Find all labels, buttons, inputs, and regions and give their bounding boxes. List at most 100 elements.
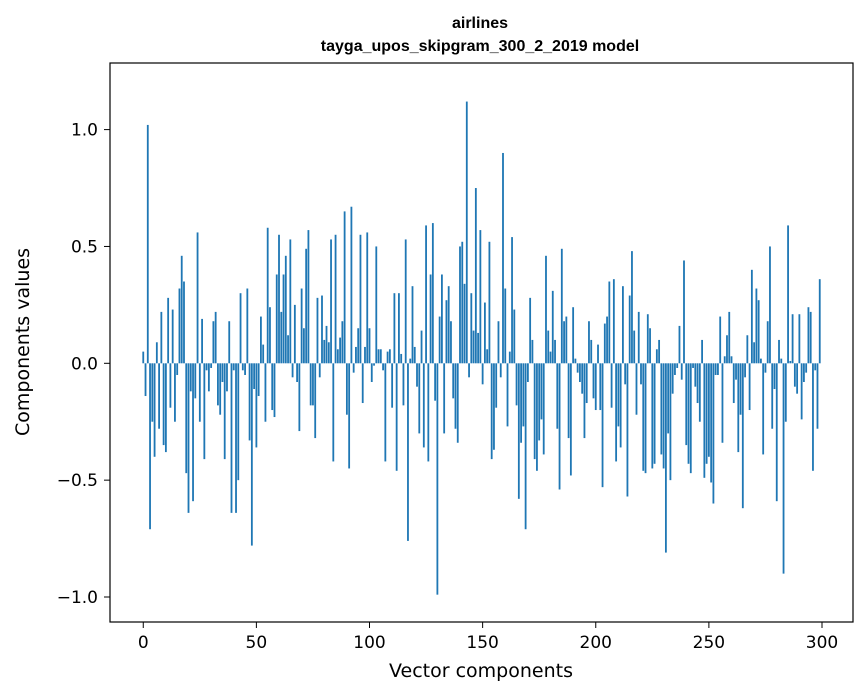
bar: [370, 363, 373, 382]
bar: [427, 363, 430, 462]
bar: [244, 363, 246, 375]
x-tick-label: 0: [138, 633, 149, 653]
bar: [502, 152, 504, 364]
bar: [169, 363, 172, 408]
bar: [483, 302, 486, 364]
bar: [336, 349, 339, 364]
bar: [305, 248, 308, 364]
bar: [345, 363, 348, 415]
bar: [590, 339, 593, 364]
bar: [255, 363, 258, 448]
bar: [529, 297, 532, 364]
bar: [461, 241, 464, 364]
bar: [542, 363, 545, 455]
bar: [707, 363, 710, 457]
bar: [536, 363, 538, 471]
bar: [418, 363, 421, 434]
bar: [603, 323, 606, 364]
bar: [667, 363, 670, 434]
bar: [540, 363, 543, 420]
bar: [264, 363, 267, 422]
bar: [431, 223, 434, 364]
bar: [660, 363, 663, 455]
bar: [805, 363, 808, 373]
bar: [171, 309, 174, 364]
bar: [671, 363, 674, 394]
bar: [282, 274, 285, 364]
bar: [746, 335, 749, 364]
x-axis-ticks: 0 50 100 150 200 250 300: [138, 622, 838, 653]
bar: [343, 211, 346, 364]
bar: [438, 316, 441, 364]
bar: [393, 293, 396, 364]
bar: [384, 363, 387, 462]
bar: [526, 363, 529, 382]
bar: [293, 304, 296, 364]
bar: [486, 349, 489, 364]
bar: [626, 363, 629, 497]
bar: [307, 230, 310, 364]
bar: [217, 363, 219, 406]
bar: [151, 363, 154, 422]
x-tick-label: 50: [246, 633, 268, 653]
bar: [517, 363, 520, 499]
bar: [379, 349, 382, 364]
bar: [180, 255, 183, 364]
bar: [463, 283, 466, 364]
bar: [334, 234, 337, 364]
bar: [511, 237, 513, 364]
bar: [793, 363, 796, 387]
bar: [721, 363, 724, 443]
bar: [253, 363, 256, 390]
bar: [547, 330, 550, 364]
x-tick-label: 150: [466, 633, 498, 653]
bar: [633, 330, 636, 364]
bar: [404, 239, 407, 364]
bar: [617, 363, 620, 427]
bar: [323, 339, 326, 364]
bar: [248, 363, 251, 441]
bar: [773, 363, 776, 390]
y-tick-label: 0.5: [71, 237, 98, 257]
bar: [298, 363, 301, 432]
bar: [698, 363, 701, 422]
bar: [760, 358, 762, 364]
bar: [309, 363, 312, 406]
bar: [791, 314, 794, 364]
bar: [144, 363, 147, 397]
bar: [185, 363, 188, 474]
bar: [205, 363, 208, 371]
bar: [312, 363, 314, 406]
bar: [398, 293, 400, 364]
bar: [348, 363, 351, 469]
bar: [402, 363, 405, 406]
bar: [601, 363, 604, 488]
bar: [416, 363, 418, 387]
bar: [778, 339, 780, 364]
bar: [730, 356, 733, 364]
bar: [445, 300, 448, 364]
bar: [538, 363, 541, 441]
bar: [812, 363, 814, 471]
bar: [183, 281, 185, 364]
bar: [174, 363, 176, 422]
bar: [712, 363, 715, 504]
bar: [764, 363, 767, 373]
bar: [164, 363, 167, 453]
bar: [232, 363, 235, 371]
bar: [687, 363, 690, 464]
bar: [436, 363, 439, 595]
bar: [531, 339, 534, 364]
bar: [744, 363, 746, 378]
bar: [327, 342, 330, 364]
bar: [278, 234, 280, 364]
bar: [477, 332, 480, 364]
bar: [545, 255, 547, 364]
bar: [753, 342, 756, 364]
bar: [735, 363, 737, 380]
bar: [800, 363, 803, 420]
bar: [551, 290, 554, 364]
bar: [628, 295, 631, 364]
bar: [640, 363, 642, 385]
